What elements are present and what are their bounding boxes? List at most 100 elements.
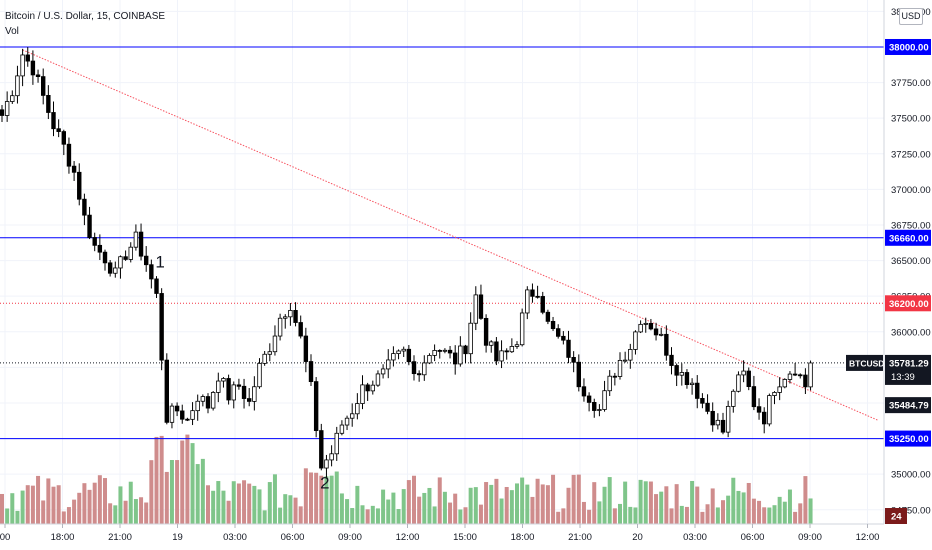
candle	[102, 249, 108, 271]
candle-body	[808, 362, 813, 388]
volume-bar	[185, 434, 190, 524]
candle	[617, 352, 623, 380]
candle	[185, 417, 190, 422]
volume-bar	[782, 501, 787, 524]
volume-bar	[417, 496, 422, 524]
candle	[550, 316, 556, 331]
candle	[246, 388, 252, 407]
volume-bar	[381, 489, 386, 524]
candle-body	[180, 410, 185, 420]
candle-body	[56, 128, 61, 132]
volume-bar	[169, 460, 174, 524]
candle	[653, 322, 659, 341]
candle-body	[303, 335, 309, 362]
candle	[525, 286, 530, 320]
candle-body	[200, 396, 206, 402]
candle	[782, 378, 787, 389]
price-tick-label: 37750.00	[891, 78, 931, 89]
candle	[648, 318, 654, 331]
time-tick-label: 18:00	[511, 532, 535, 543]
candle-body	[92, 237, 97, 246]
candle	[319, 423, 324, 471]
candle-body	[236, 384, 242, 387]
candle-body	[447, 349, 453, 354]
candle-body	[25, 54, 30, 62]
candle-body	[762, 411, 767, 425]
candle-body	[787, 373, 793, 380]
candle-body	[71, 165, 77, 173]
volume-bar	[154, 436, 159, 524]
candle	[370, 380, 375, 395]
horizontal-levels	[0, 46, 884, 440]
candle	[169, 403, 175, 429]
candle	[777, 377, 782, 401]
volume-bar	[494, 478, 499, 524]
candle-body	[803, 374, 808, 388]
volume-bar	[412, 475, 416, 524]
candle-body	[46, 95, 51, 113]
candle	[684, 369, 690, 389]
candle	[638, 320, 643, 334]
candle	[751, 375, 757, 411]
candle-body	[478, 294, 484, 319]
volume-bar	[793, 511, 798, 524]
candle-body	[406, 348, 412, 363]
candle	[720, 412, 726, 435]
volume-bar	[97, 475, 102, 524]
currency-badge[interactable]: USD	[899, 8, 923, 25]
candle	[396, 349, 401, 360]
candle-body	[617, 359, 623, 377]
candle-body	[422, 362, 427, 376]
time-tick-label: 18:00	[51, 532, 75, 543]
trendline	[22, 49, 878, 421]
candle-body	[277, 317, 283, 337]
volume-bar	[365, 509, 370, 524]
candle-body	[494, 341, 499, 362]
candle-body	[262, 353, 267, 364]
volume-bar	[499, 498, 504, 524]
volume-bar	[319, 475, 324, 524]
candle	[41, 68, 46, 105]
volume-bar	[226, 500, 231, 524]
volume-bar	[77, 492, 82, 524]
candle-body	[581, 386, 587, 397]
candle-body	[77, 171, 82, 200]
symbol-title: Bitcoin / U.S. Dollar, 15, COINBASE	[5, 11, 166, 22]
volume-bar	[808, 498, 813, 524]
candle-body	[463, 345, 468, 355]
candle-body	[107, 262, 113, 274]
volume-bar	[751, 498, 756, 524]
candle	[25, 47, 30, 67]
volume-bar	[422, 492, 427, 524]
candle-body	[149, 264, 154, 280]
volume-bar	[648, 481, 653, 524]
candle-body	[159, 293, 164, 361]
candle	[483, 314, 489, 353]
volume-bar	[15, 510, 20, 524]
candle-body	[334, 432, 339, 455]
candle	[257, 358, 262, 389]
candle	[473, 286, 478, 331]
price-tick-label: 35000.00	[891, 470, 931, 481]
candle	[746, 367, 751, 391]
candle	[180, 404, 185, 424]
candle-body	[349, 413, 355, 419]
candle-body	[427, 355, 432, 364]
volume-bar	[571, 474, 576, 524]
volume-bar	[92, 482, 97, 524]
volume-bar	[36, 475, 41, 524]
volume-bar	[602, 486, 607, 524]
candle	[705, 394, 710, 415]
candle	[499, 340, 504, 369]
candle-body	[329, 453, 334, 461]
volume-bar	[581, 501, 586, 524]
candle-body	[283, 316, 288, 319]
candle-body	[128, 246, 133, 260]
volume-bar	[283, 494, 288, 524]
candle-body	[767, 395, 772, 425]
annotation-label: 1	[155, 253, 164, 272]
volume-bar	[715, 507, 720, 524]
candle-body	[143, 255, 149, 266]
candle-body	[288, 310, 293, 318]
